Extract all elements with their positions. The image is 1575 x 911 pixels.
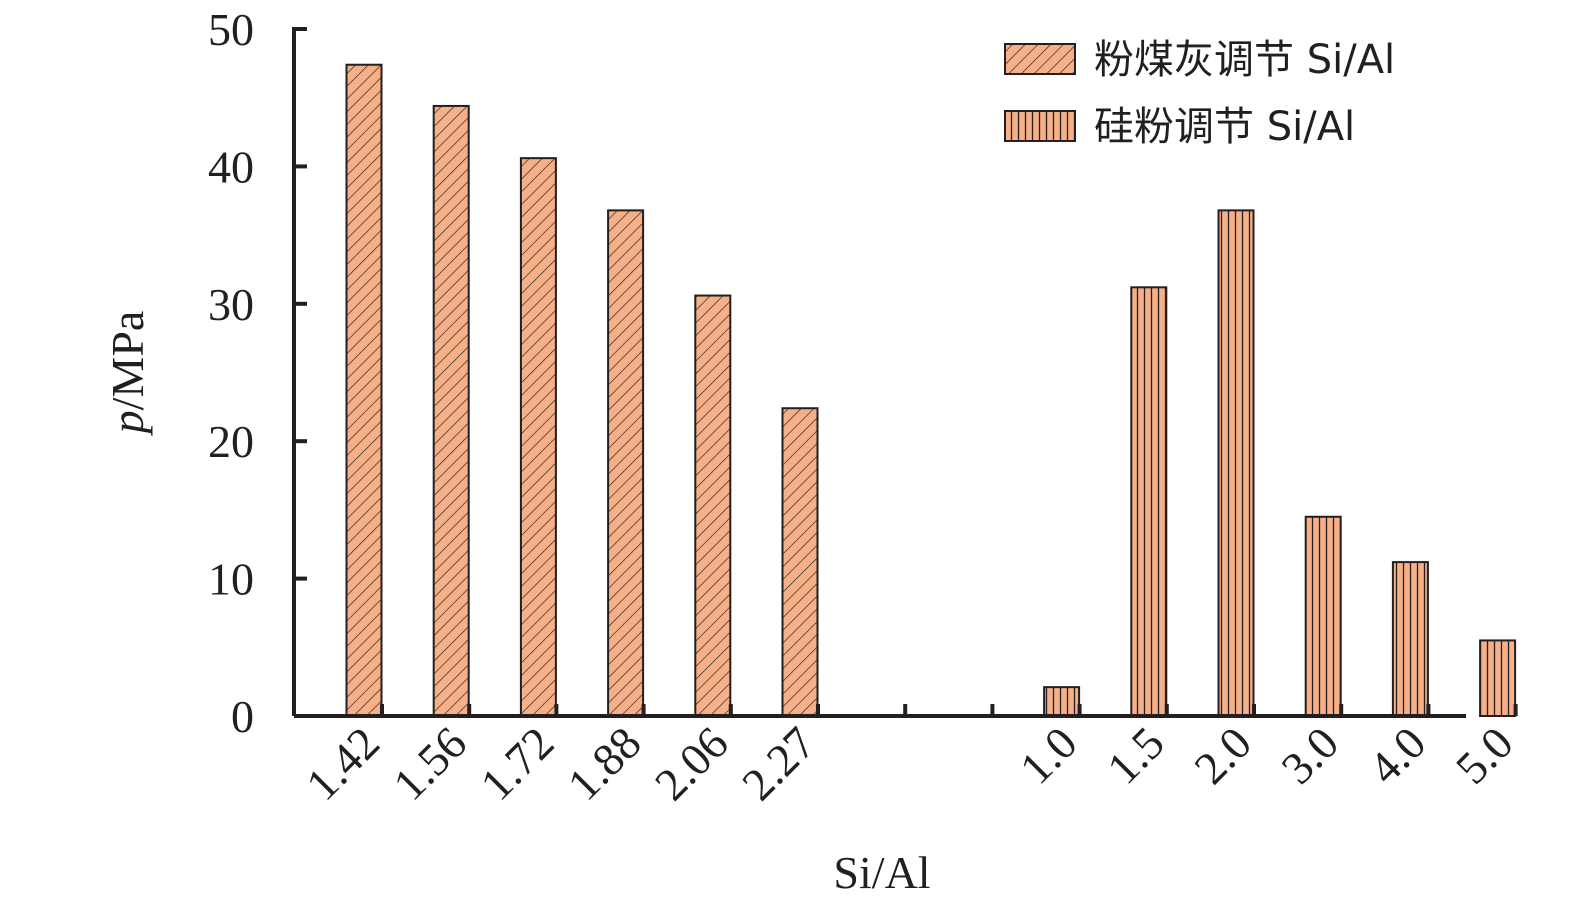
x-tick-label: 1.42: [296, 717, 389, 810]
x-tick-label: 2.06: [645, 717, 738, 810]
y-axis-label: p/MPa: [102, 311, 153, 437]
y-tick-label: 20: [208, 416, 254, 467]
x-tick-label: 1.88: [558, 717, 651, 810]
x-tick-label: 1.5: [1097, 717, 1174, 794]
y-tick-label: 40: [208, 141, 254, 192]
y-tick-label: 0: [231, 691, 254, 742]
x-tick-label: 4.0: [1359, 717, 1436, 794]
y-tick-label: 30: [208, 279, 254, 330]
x-axis: 1.421.561.721.882.062.27 1.0 1.5 2.0 3.0 4.0 5…: [294, 704, 1523, 810]
silica-fume-bar-2.0: [1217, 209, 1255, 717]
legend-swatch-silica-fume: [1004, 110, 1076, 142]
legend: 粉煤灰调节 Si/Al 硅粉调节 Si/Al: [1004, 37, 1395, 150]
y-tick-label: 50: [208, 4, 254, 55]
fly-ash-bar-2.06: [694, 294, 732, 717]
legend-swatch-fly-ash: [1004, 43, 1076, 75]
y-axis: 0 10 20 30 40 50: [208, 4, 307, 742]
x-tick-label: 2.0: [1184, 717, 1261, 794]
silica-fume-bar-5.0: [1479, 639, 1517, 717]
y-tick-label: 10: [208, 554, 254, 605]
x-tick-label: 2.27: [732, 717, 825, 810]
fly-ash-bar-1.56: [432, 104, 470, 718]
fly-ash-bar-2.27: [781, 407, 819, 717]
silica-fume-bar-4.0: [1391, 561, 1429, 717]
silica-fume-bar-1.5: [1130, 286, 1168, 717]
x-tick-label: 1.72: [470, 717, 563, 810]
x-axis-label: Si/Al: [833, 847, 930, 898]
legend-label-silica-fume: 硅粉调节 Si/Al: [1094, 104, 1355, 150]
silica-fume-bar-3.0: [1304, 515, 1342, 718]
x-tick-label: 5.0: [1446, 717, 1523, 794]
x-tick-label: 1.56: [383, 717, 476, 810]
x-tick-label: 3.0: [1272, 717, 1349, 794]
bars: [345, 63, 1517, 718]
fly-ash-bar-1.42: [345, 63, 383, 717]
x-tick-label: 1.0: [1010, 717, 1087, 794]
legend-label-fly-ash: 粉煤灰调节 Si/Al: [1094, 37, 1395, 83]
silica-fume-bar-1.0: [1043, 686, 1081, 717]
fly-ash-bar-1.72: [519, 157, 557, 717]
fly-ash-bar-1.88: [607, 209, 645, 717]
